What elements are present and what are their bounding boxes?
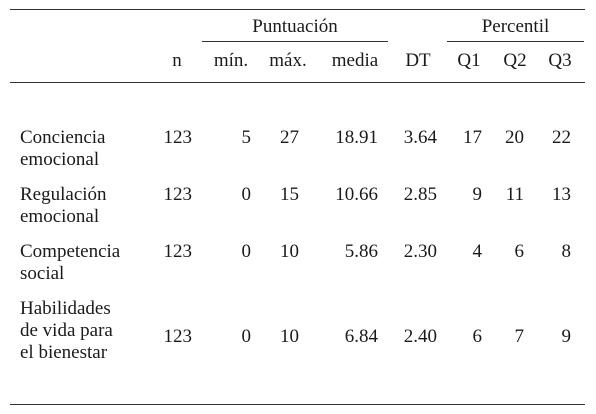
column-header-q3: Q3 [548,50,572,71]
cell-q3: 9 [561,326,572,347]
column-header-q1: Q1 [457,50,481,71]
cell-dt: 2.85 [403,184,437,205]
group-header-percentil: Percentil [481,16,550,37]
column-header-dt: DT [405,50,431,71]
cell-n: 123 [163,127,193,148]
cell-q3: 13 [552,184,571,205]
cell-media: 10.66 [335,184,378,205]
row-label-conciencia-emocional: Conciencia emocional [20,127,106,170]
cell-q2: 20 [505,127,524,148]
percentil-rule [447,41,584,42]
puntuacion-rule [202,41,388,42]
cell-media: 18.91 [335,127,378,148]
cell-n: 123 [163,326,193,347]
header-rule [10,82,585,83]
row-label-habilidades-de-vida: Habilidades de vida para el bienestar [20,298,113,363]
column-header-media: media [331,50,379,71]
group-header-puntuacion: Puntuación [252,16,338,37]
column-header-max: máx. [269,50,307,71]
cell-q1: 9 [472,184,483,205]
cell-n: 123 [163,184,193,205]
cell-min: 5 [241,127,252,148]
cell-dt: 2.40 [403,326,437,347]
column-header-q2: Q2 [503,50,527,71]
cell-min: 0 [241,184,252,205]
bottom-rule [10,404,585,405]
cell-q2: 7 [514,326,525,347]
cell-media: 6.84 [344,326,378,347]
cell-dt: 3.64 [403,127,437,148]
cell-q1: 6 [472,326,483,347]
row-label-regulacion-emocional: Regulación emocional [20,184,107,227]
cell-q3: 22 [552,127,571,148]
cell-q1: 17 [463,127,482,148]
cell-n: 123 [163,241,193,262]
cell-q2: 11 [505,184,524,205]
cell-max: 10 [280,241,299,262]
cell-dt: 2.30 [403,241,437,262]
row-label-competencia-social: Competencia social [20,241,121,284]
cell-min: 0 [241,241,252,262]
top-rule [10,9,585,10]
cell-media: 5.86 [344,241,378,262]
cell-q3: 8 [561,241,572,262]
column-header-min: mín. [213,50,249,71]
cell-q2: 6 [514,241,525,262]
cell-q1: 4 [472,241,483,262]
cell-min: 0 [241,326,252,347]
cell-max: 27 [280,127,299,148]
cell-max: 10 [280,326,299,347]
column-header-n: n [172,50,182,71]
cell-max: 15 [280,184,299,205]
